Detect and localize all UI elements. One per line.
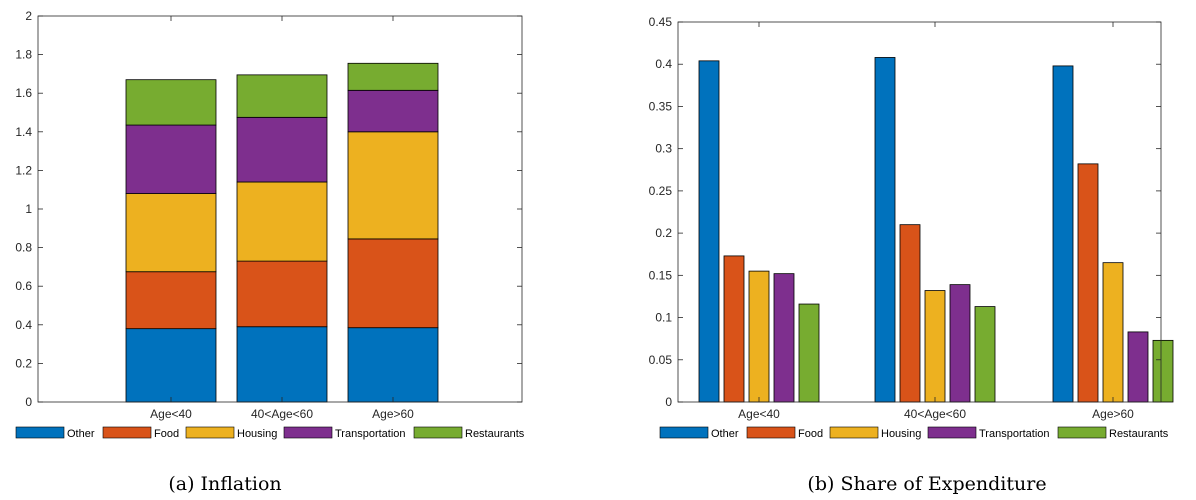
bar-transportation-age-40 [773, 273, 795, 403]
y-tick-label: 1.4 [15, 125, 32, 139]
y-tick-label: 0 [25, 395, 32, 409]
inflation-chart: 0 0.2 0.4 0.6 0.8 1 1.2 1.4 1.6 1.8 2 Age<40 40<Age<… [15, 9, 524, 440]
legend-swatch-other [659, 426, 709, 439]
bar-food-40-age-60 [899, 224, 921, 403]
x-tick-label-age-60: Age>60 [372, 407, 414, 421]
legend-swatch-food [746, 426, 796, 439]
legend-label-food: Food [154, 428, 179, 440]
legend-label-other: Other [711, 428, 739, 440]
y-tick-label: 0.25 [649, 184, 673, 198]
y-tick-label: 0.2 [655, 226, 672, 240]
share-of-expenditure-chart: 0 0.05 0.1 0.15 0.2 0.25 0.3 0.35 0.4 0.45 Age<40 4… [649, 15, 1174, 440]
x-tick-label-age-40: Age<40 [738, 407, 780, 421]
legend-swatch-transportation [927, 426, 977, 439]
bar-food-40-age-60 [236, 260, 328, 328]
caption-inflation: (a) Inflation [168, 473, 281, 495]
bar-transportation-age-60 [1127, 331, 1149, 403]
y-tick-label: 1.8 [15, 48, 32, 62]
y-tick-label: 0.4 [655, 57, 672, 71]
bar-transportation-40-age-60 [236, 116, 328, 183]
y-tick-label: 1 [25, 202, 32, 216]
legend-label-housing: Housing [237, 428, 277, 440]
legend-swatch-restaurants [1057, 426, 1107, 439]
bar-other-age-40 [125, 328, 217, 403]
legend-swatch-food [102, 426, 152, 439]
legend-label-transportation: Transportation [335, 428, 406, 440]
y-tick-label: 0.2 [15, 356, 32, 370]
bar-housing-40-age-60 [924, 290, 946, 403]
legend-swatch-transportation [283, 426, 333, 439]
legend-swatch-other [15, 426, 65, 439]
bar-housing-age-40 [125, 193, 217, 273]
y-tick-label: 0.35 [649, 99, 673, 113]
bar-housing-age-60 [1102, 262, 1124, 403]
bar-food-age-40 [125, 271, 217, 330]
bar-housing-age-40 [748, 270, 770, 403]
y-tick-label: 0 [665, 395, 672, 409]
x-tick-label-age-40: Age<40 [150, 407, 192, 421]
bar-housing-40-age-60 [236, 181, 328, 262]
legend-label-restaurants: Restaurants [465, 428, 525, 440]
legend: Other Food Housing Transportation Restaurant… [659, 426, 1169, 440]
bar-restaurants-age-60 [1152, 339, 1174, 403]
legend-label-food: Food [798, 428, 823, 440]
y-tick-label: 1.6 [15, 86, 32, 100]
y-tick-label: 0.05 [649, 353, 673, 367]
bar-food-age-40 [723, 255, 745, 403]
y-tick-label: 0.8 [15, 241, 32, 255]
legend-swatch-housing [829, 426, 879, 439]
y-tick-label: 1.2 [15, 163, 32, 177]
bar-restaurants-age-40 [798, 303, 820, 403]
bar-restaurants-40-age-60 [974, 306, 996, 403]
bar-other-40-age-60 [236, 326, 328, 403]
legend-swatch-housing [185, 426, 235, 439]
bar-housing-age-60 [347, 131, 439, 240]
y-tick-label: 0.15 [649, 268, 673, 282]
y-tick-label: 0.1 [655, 311, 672, 325]
y-tick-label: 0.4 [15, 318, 32, 332]
bar-food-age-60 [1077, 163, 1099, 403]
bar-restaurants-age-40 [125, 79, 217, 126]
bar-other-age-60 [1052, 65, 1074, 403]
x-tick-label-40-age-60: 40<Age<60 [251, 407, 313, 421]
bar-transportation-age-60 [347, 89, 439, 133]
bar-transportation-40-age-60 [949, 284, 971, 403]
legend-label-transportation: Transportation [979, 428, 1050, 440]
caption-share-of-expenditure: (b) Share of Expenditure [807, 473, 1046, 495]
legend-label-housing: Housing [881, 428, 921, 440]
x-tick-label-40-age-60: 40<Age<60 [904, 407, 966, 421]
legend: Other Food Housing Transportation Restaurant… [15, 426, 525, 440]
bar-transportation-age-40 [125, 124, 217, 194]
y-tick-label: 0.3 [655, 142, 672, 156]
bar-other-age-40 [698, 60, 720, 403]
y-tick-label: 0.6 [15, 279, 32, 293]
bar-other-age-60 [347, 327, 439, 403]
legend-swatch-restaurants [413, 426, 463, 439]
y-tick-label: 2 [25, 9, 32, 23]
bar-other-40-age-60 [874, 57, 896, 403]
x-tick-label-age-60: Age>60 [1092, 407, 1134, 421]
axes-box [677, 21, 1162, 403]
bar-restaurants-age-60 [347, 62, 439, 91]
bar-restaurants-40-age-60 [236, 74, 328, 118]
bar-food-age-60 [347, 238, 439, 329]
y-tick-label: 0.45 [649, 15, 673, 29]
legend-label-restaurants: Restaurants [1109, 428, 1169, 440]
legend-label-other: Other [67, 428, 95, 440]
